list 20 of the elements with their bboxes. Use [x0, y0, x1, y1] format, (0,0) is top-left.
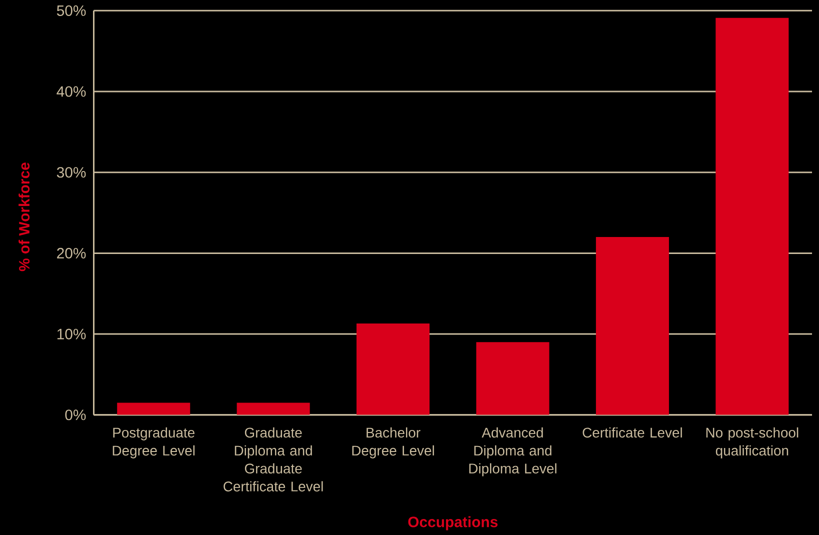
bar	[236, 402, 310, 415]
y-axis-title: % of Workforce	[18, 162, 30, 272]
y-tick-label: 40%	[56, 86, 86, 97]
bar	[476, 342, 550, 415]
bar	[117, 402, 190, 415]
x-axis-title: Occupations	[408, 516, 498, 530]
bar	[596, 236, 669, 415]
x-tick-label: Certificate Level	[582, 427, 682, 438]
x-tick-label: Graduate Diploma and Graduate Certificate Level	[224, 427, 323, 492]
x-tick-label: Advanced Diploma and Diploma Level	[469, 427, 556, 476]
y-tick-label: 50%	[56, 5, 86, 16]
bar	[716, 18, 789, 415]
y-tick-label: 0%	[65, 410, 86, 420]
x-tick-label: No post-school qualification	[706, 427, 798, 458]
bar	[356, 323, 430, 415]
x-tick-label: Bachelor Degree Level	[352, 427, 434, 458]
y-tick-label: 20%	[57, 248, 86, 258]
y-tick-label: 10%	[57, 328, 86, 340]
x-tick-label: Postgraduate Degree Level	[112, 427, 195, 458]
y-tick-label: 30%	[56, 166, 86, 178]
